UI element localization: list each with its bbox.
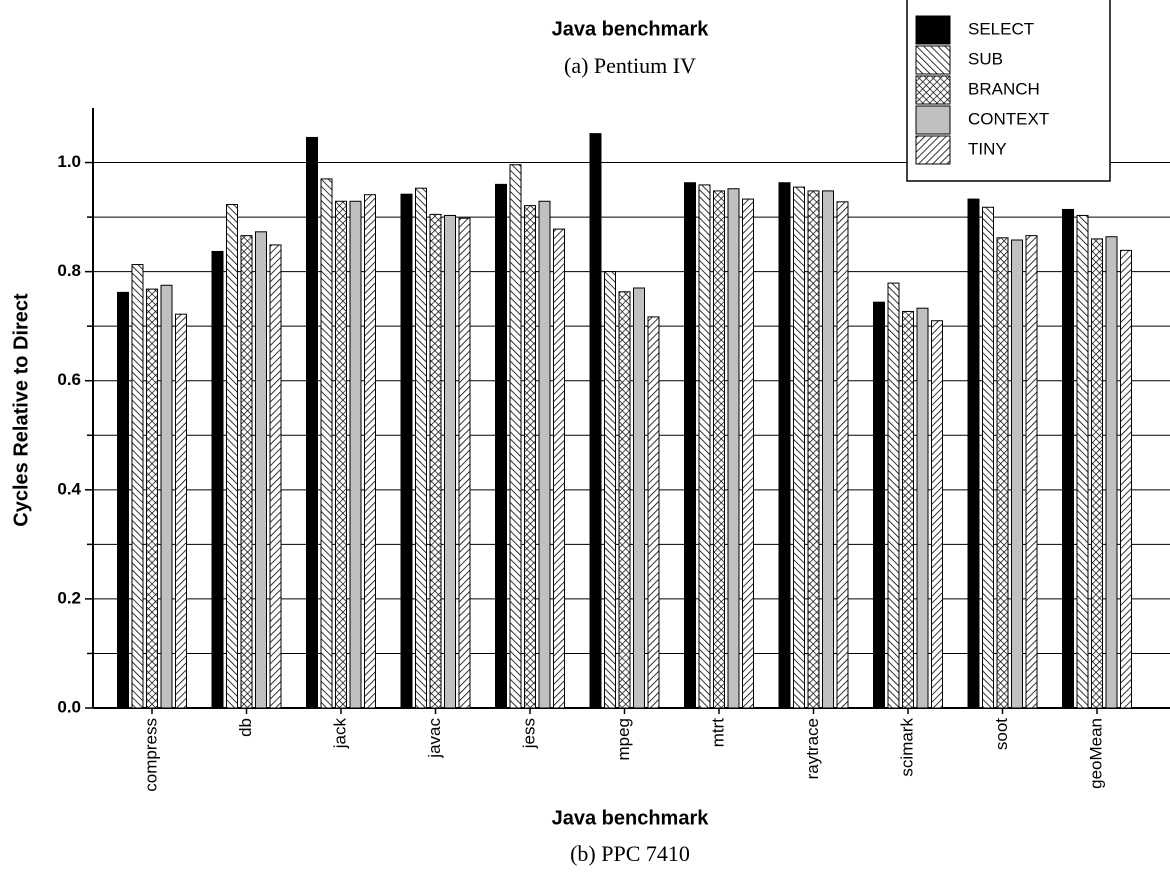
bar [458,217,471,709]
bar [269,244,282,709]
bar [836,201,849,709]
bar [967,198,980,709]
bar [902,310,914,709]
bar [306,136,318,709]
previous-x-label: Java benchmark [552,18,710,40]
previous-caption: (a) Pentium IV [564,53,696,78]
bar [538,200,551,709]
y-tick-label: 0.8 [57,261,81,280]
legend-label: SUB [968,49,1003,68]
legend-label: CONTEXT [968,109,1049,128]
x-tick-label: mtrt [708,718,727,748]
bar [793,186,805,709]
x-tick-label: mpeg [614,718,633,761]
y-tick-label: 0.2 [57,588,81,607]
bar [1062,208,1074,709]
x-tick-label: scimark [897,718,916,777]
y-tick-label: 0.0 [57,697,81,716]
bar [400,193,413,709]
bar [684,182,696,709]
bar [778,182,791,709]
bar [822,190,834,709]
x-tick-label: jess [519,718,538,749]
bar [131,264,144,709]
bar [160,284,173,709]
x-tick-label: geoMean [1086,718,1105,789]
bar [1105,236,1118,709]
bar [524,205,536,709]
bar [982,206,994,709]
legend-swatch [915,75,951,105]
bar [320,178,333,709]
bar [240,235,253,709]
x-tick-label: db [236,718,255,737]
x-axis-label: Java benchmark [552,807,710,829]
bar [1076,214,1089,709]
bar [429,213,442,709]
legend-label: TINY [968,139,1007,158]
bar [589,133,602,709]
legend-swatch [915,135,951,165]
x-tick-label: javac [425,718,444,759]
bar [146,288,158,709]
bar [807,190,820,709]
bar [1091,238,1103,709]
bar [335,200,347,709]
bar [509,164,522,709]
bar [931,320,943,709]
bar [255,231,267,709]
y-tick-label: 0.6 [57,370,81,389]
bar [415,187,427,709]
bar [742,198,754,709]
bar [698,184,711,709]
x-tick-label: compress [141,718,160,792]
legend-label: SELECT [968,19,1034,38]
bar [553,228,565,709]
y-tick-label: 0.4 [57,479,81,498]
bar [1011,239,1023,709]
bar [444,214,456,709]
bar [713,190,725,709]
legend-swatch [915,45,951,75]
bar [364,194,376,709]
bar [211,250,224,709]
y-tick-label: 1.0 [57,152,81,171]
legend-label: BRANCH [968,79,1040,98]
bar [226,204,238,709]
x-tick-label: raytrace [803,718,822,779]
bar [647,316,660,709]
bar [996,237,1009,709]
legend-swatch [915,105,951,135]
bar [1120,249,1132,709]
plot-area: 0.0 0.2 0.4 0.6 0.8 1.0 compress db jack javac jes… [57,108,1170,792]
bar [873,301,885,709]
x-tick-label: soot [992,718,1011,750]
bar [633,287,645,709]
bar [495,183,507,709]
bar [618,291,631,709]
bar [349,200,362,709]
bar [1025,235,1038,709]
caption: (b) PPC 7410 [570,841,690,866]
bar [916,307,929,709]
bar [117,291,129,709]
legend-swatch [915,15,951,45]
bar [727,188,740,709]
legend: SELECT SUB BRANCH CONTEXT TINY [906,0,1111,182]
bar [175,313,187,709]
bar [887,282,900,709]
x-tick-label: jack [330,718,349,750]
y-axis-label: Cycles Relative to Direct [10,293,32,527]
bar [604,271,616,709]
